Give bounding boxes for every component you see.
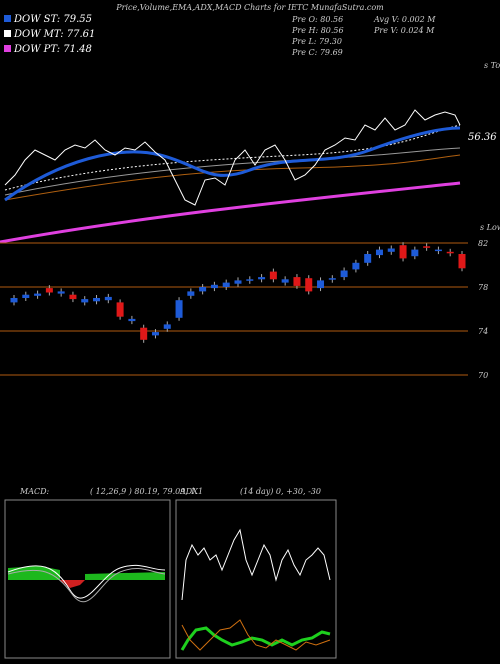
- candle: [128, 318, 136, 322]
- candle: [387, 248, 395, 252]
- candle: [81, 299, 89, 303]
- info: Pre H: 80.56: [291, 26, 344, 35]
- candle: [57, 291, 65, 294]
- candle: [340, 270, 348, 278]
- candle: [34, 293, 42, 296]
- adx-params: (14 day) 0, +30, -30: [240, 487, 321, 496]
- candle: [411, 249, 419, 257]
- macd-label: MACD:: [19, 487, 50, 496]
- candle: [45, 288, 53, 293]
- macd-params: ( 12,26,9 ) 80.19, 79.09, 1.1: [90, 487, 203, 496]
- candle: [423, 246, 431, 248]
- macd-line: [7, 564, 166, 599]
- candle: [246, 279, 254, 281]
- candle: [163, 324, 171, 329]
- legend: DOW MT: 77.61: [13, 29, 95, 40]
- candle: [364, 254, 372, 263]
- candle: [151, 332, 159, 336]
- candle: [375, 249, 383, 256]
- title: Price,Volume,EMA,ADX,MACD Charts for IET…: [115, 3, 384, 12]
- adx-label: ADX: [179, 487, 198, 496]
- candle: [234, 280, 242, 284]
- candle: [116, 302, 124, 317]
- candle: [317, 280, 325, 289]
- legend: DOW PT: 71.48: [13, 44, 92, 55]
- candle: [446, 251, 454, 254]
- y-tick-label: 82: [478, 239, 488, 248]
- info: Avg V: 0.002 M: [373, 15, 436, 24]
- candle: [175, 300, 183, 318]
- candle: [458, 254, 466, 269]
- adx-line: [181, 528, 331, 601]
- candle: [93, 298, 101, 302]
- candle: [269, 271, 277, 280]
- candle: [328, 278, 336, 280]
- candle: [187, 291, 195, 296]
- macd-hist: [60, 580, 85, 588]
- info: Pre C: 79.69: [291, 48, 343, 57]
- y-tick-label: 74: [478, 327, 488, 336]
- y-tick-label: 78: [478, 283, 488, 292]
- macd-hist: [8, 566, 165, 580]
- ema-label: 56.36: [468, 132, 497, 143]
- candle: [258, 277, 266, 280]
- y-tick-label: 70: [478, 371, 488, 380]
- candle: [199, 287, 207, 292]
- lows: s Lows: [480, 223, 500, 232]
- legend: DOW ST: 79.55: [13, 14, 92, 25]
- candle: [281, 279, 289, 283]
- signal-line: [7, 568, 166, 603]
- info: Pre V: 0.024 M: [373, 26, 435, 35]
- plus-di: [180, 626, 331, 651]
- candle: [10, 298, 18, 303]
- candle: [140, 327, 148, 340]
- candle: [352, 262, 360, 270]
- candle: [293, 277, 301, 286]
- info: Pre O: 80.56: [291, 15, 343, 24]
- candle: [434, 249, 442, 252]
- candle: [222, 282, 230, 287]
- candle: [104, 296, 112, 301]
- candle: [399, 245, 407, 259]
- tops: s Tops: [484, 61, 500, 70]
- candle: [210, 284, 218, 289]
- ema-lines: [0, 109, 461, 244]
- adx-panel: [175, 499, 337, 659]
- candle: [22, 294, 30, 298]
- candle: [69, 294, 77, 300]
- minus-di: [181, 619, 331, 651]
- info: Pre L: 79.30: [291, 37, 342, 46]
- candle: [305, 278, 313, 292]
